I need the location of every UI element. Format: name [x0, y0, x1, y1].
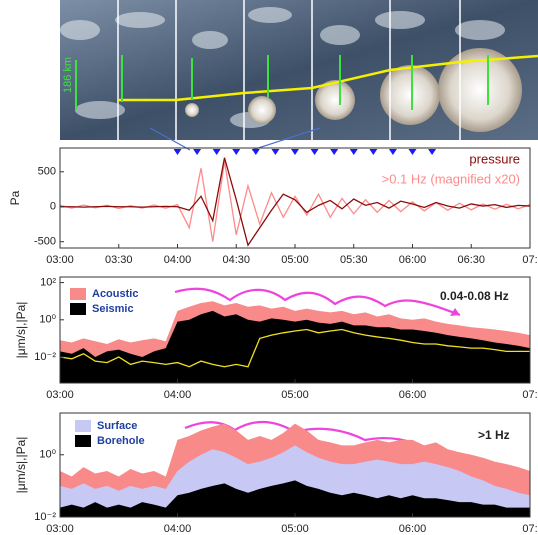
x-tick-label: 07: — [522, 389, 537, 401]
plume — [315, 80, 355, 120]
line — [60, 328, 530, 368]
arrow-head — [450, 308, 460, 316]
y-axis-label: Pa — [8, 190, 22, 205]
x-tick-label: 04:00 — [164, 254, 192, 266]
x-tick-label: 06:30 — [457, 254, 485, 266]
legend-swatch — [75, 435, 91, 447]
x-tick-label: 07: — [522, 523, 537, 535]
scale-bars — [75, 55, 489, 110]
legend-swatch — [75, 420, 91, 432]
line — [60, 157, 530, 247]
image-time-marker — [428, 149, 437, 155]
legend-label: Borehole — [97, 435, 145, 447]
area — [60, 310, 530, 383]
frame-dividers — [117, 0, 461, 140]
plume — [248, 96, 276, 124]
y-tick-label: 0 — [50, 201, 56, 213]
x-tick-label: 03:00 — [46, 254, 74, 266]
connector — [149, 127, 191, 151]
image-strip: 186 km — [60, 0, 538, 151]
legend-swatch — [70, 303, 86, 315]
connector — [251, 127, 321, 151]
x-tick-label: 04:00 — [164, 389, 192, 401]
image-time-marker — [232, 149, 241, 155]
plume — [185, 103, 199, 117]
image-time-marker — [212, 149, 221, 155]
y-tick-label: 500 — [38, 166, 56, 178]
area — [60, 480, 530, 517]
legend-label: >0.1 Hz (magnified x20) — [382, 171, 520, 186]
x-tick-label: 06:00 — [399, 389, 427, 401]
image-time-marker — [388, 149, 397, 155]
front-line — [118, 54, 538, 102]
image-time-marker — [291, 149, 299, 155]
x-tick-label: 06:00 — [399, 523, 427, 535]
legend-label: Surface — [97, 420, 137, 432]
y-tick-label: 10⁻² — [34, 511, 56, 523]
legend-swatch — [70, 288, 86, 300]
x-tick-label: 07: — [522, 254, 537, 266]
x-tick-label: 03:00 — [46, 523, 74, 535]
plume — [380, 65, 440, 125]
y-tick-label: 10⁰ — [39, 449, 56, 461]
legend-label: Acoustic — [92, 288, 138, 300]
x-tick-label: 04:30 — [222, 254, 250, 266]
band-annotation: >1 Hz — [478, 428, 510, 442]
x-tick-label: 05:30 — [340, 254, 368, 266]
y-axis-label: |μm/s|,|Pa| — [14, 302, 28, 359]
legend-label: pressure — [469, 151, 520, 166]
x-tick-label: 06:00 — [399, 254, 427, 266]
x-tick-label: 04:00 — [164, 523, 192, 535]
image-time-marker — [349, 149, 358, 155]
y-tick-label: 10² — [40, 277, 56, 289]
scale-label: 186 km — [62, 57, 74, 93]
y-tick-label: -500 — [34, 236, 56, 248]
band-annotation: 0.04-0.08 Hz — [440, 289, 509, 303]
image-time-marker — [193, 149, 202, 155]
axes-frame — [59, 147, 531, 249]
image-time-marker — [310, 149, 319, 155]
plot-area — [60, 157, 530, 247]
x-tick-label: 05:00 — [281, 389, 309, 401]
y-tick-label: 10⁻² — [34, 351, 56, 363]
x-tick-label: 05:00 — [281, 523, 309, 535]
plot-area — [60, 423, 530, 517]
image-time-marker — [369, 149, 378, 155]
image-time-marker — [408, 149, 417, 155]
plot-area — [60, 301, 530, 383]
image-time-marker — [330, 149, 339, 155]
cloud-texture — [60, 7, 505, 128]
y-axis-label: |μm/s|,|Pa| — [14, 437, 28, 494]
x-tick-label: 03:30 — [105, 254, 133, 266]
trend-arrow — [174, 287, 461, 317]
y-tick-label: 10⁰ — [39, 314, 56, 326]
legend-label: Seismic — [92, 303, 134, 315]
plume — [438, 48, 522, 132]
image-time-marker — [271, 149, 280, 155]
x-tick-label: 05:00 — [281, 254, 309, 266]
image-time-marker — [251, 149, 260, 155]
x-tick-label: 03:00 — [46, 389, 74, 401]
image-time-marker — [173, 149, 182, 155]
